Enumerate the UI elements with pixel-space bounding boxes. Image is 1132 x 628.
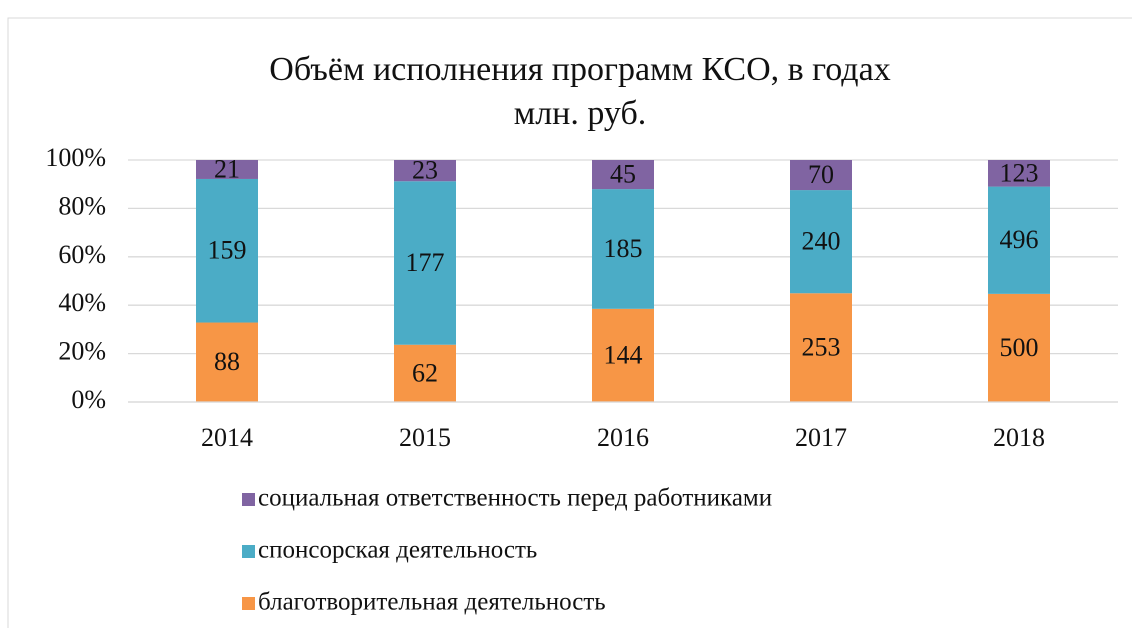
data-label: 23 [412,156,438,185]
x-tick-label: 2015 [399,423,451,452]
data-label: 62 [412,358,438,387]
chart-subtitle: млн. руб. [514,95,647,132]
data-label: 144 [604,340,643,369]
bar-segment [394,344,456,402]
chart-border [7,17,1132,628]
x-tick-label: 2014 [201,423,253,452]
bar-segment [196,322,258,402]
legend-swatch [242,493,255,506]
y-tick-label: 80% [58,191,106,220]
bar-segment [592,189,654,309]
y-tick-label: 20% [58,337,106,366]
data-label: 185 [604,234,643,263]
bar-segment [790,190,852,294]
y-tick-label: 100% [45,143,106,172]
bar-segment [394,181,456,345]
data-label: 70 [808,160,834,189]
y-tick-label: 60% [58,240,106,269]
bar-segment [196,178,258,323]
data-label: 123 [1000,158,1039,187]
data-label: 496 [1000,225,1039,254]
bar-segment [196,160,258,179]
bar-segment [790,293,852,402]
legend-swatch [242,545,255,558]
data-label: 88 [214,347,240,376]
bar-segment [988,186,1050,294]
data-label: 240 [802,227,841,256]
chart-title: Объём исполнения программ КСО, в годах [269,51,890,88]
bar-segment [790,160,852,191]
legend-swatch [242,597,255,610]
bar-segment [592,160,654,190]
bar-segment [592,308,654,402]
x-tick-label: 2018 [993,423,1045,452]
y-tick-label: 0% [71,385,106,414]
legend-label: социальная ответственность перед работни… [258,485,772,512]
legend-label: спонсорская деятельность [258,537,537,564]
legend-label: благотворительная деятельность [258,589,606,616]
data-label: 159 [208,236,247,265]
data-label: 253 [802,333,841,362]
data-label: 500 [1000,333,1039,362]
x-tick-label: 2016 [597,423,649,452]
bar-segment [394,160,456,182]
y-tick-label: 40% [58,288,106,317]
data-label: 45 [610,160,636,189]
bar-segment [988,293,1050,402]
x-tick-label: 2017 [795,423,847,452]
bar-segment [988,160,1050,187]
data-label: 177 [406,248,445,277]
data-label: 21 [214,154,240,183]
